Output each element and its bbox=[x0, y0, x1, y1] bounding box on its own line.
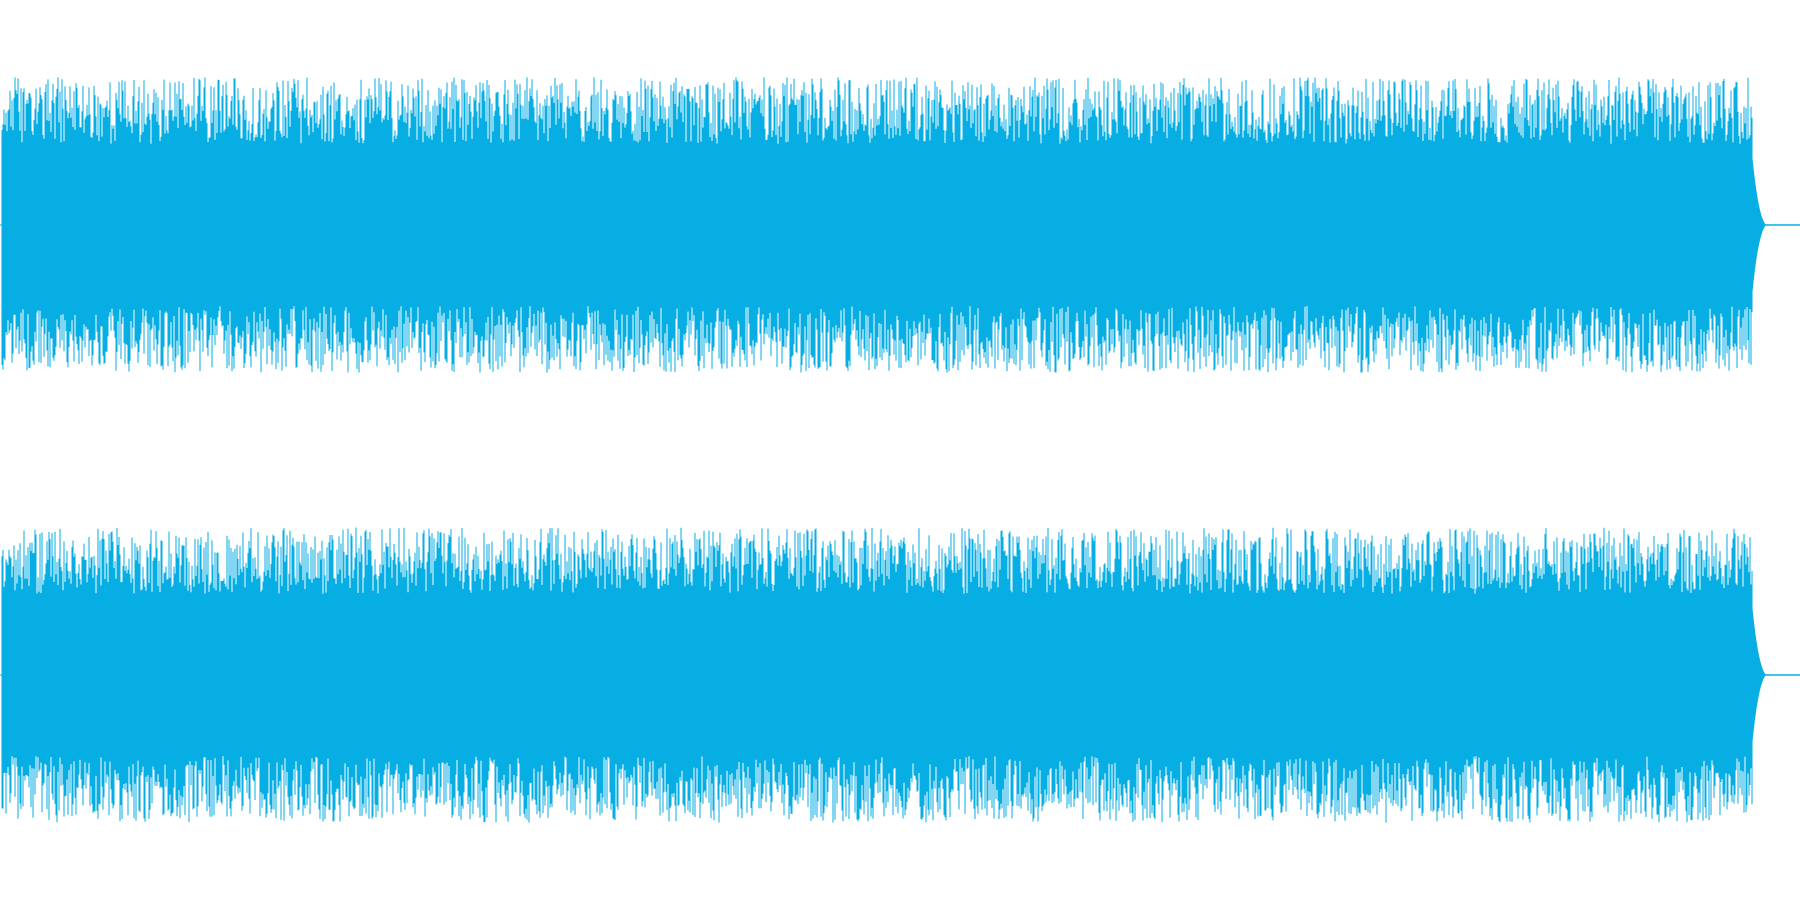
channel-left-waveform[interactable] bbox=[0, 0, 1800, 450]
left-channel-waveform-svg bbox=[0, 77, 1800, 373]
right-channel-waveform-tail bbox=[1752, 603, 1766, 747]
left-channel-waveform-tail bbox=[1752, 153, 1766, 297]
right-channel-waveform-peaks bbox=[1, 527, 1753, 823]
left-channel-waveform-peaks bbox=[1, 77, 1753, 373]
channel-right-waveform[interactable] bbox=[0, 450, 1800, 900]
right-channel-waveform-svg bbox=[0, 527, 1800, 823]
